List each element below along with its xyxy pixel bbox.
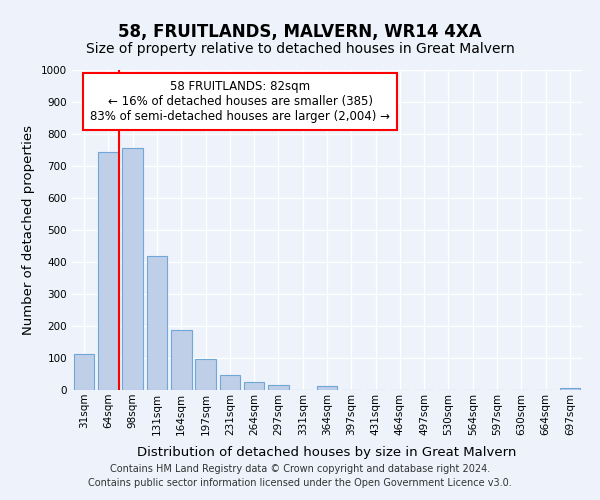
- Bar: [268, 385, 289, 390]
- Y-axis label: Number of detached properties: Number of detached properties: [22, 125, 35, 335]
- Bar: [146, 256, 167, 390]
- Text: 58, FRUITLANDS, MALVERN, WR14 4XA: 58, FRUITLANDS, MALVERN, WR14 4XA: [118, 22, 482, 40]
- X-axis label: Distribution of detached houses by size in Great Malvern: Distribution of detached houses by size …: [137, 446, 517, 459]
- Text: 58 FRUITLANDS: 82sqm
← 16% of detached houses are smaller (385)
83% of semi-deta: 58 FRUITLANDS: 82sqm ← 16% of detached h…: [91, 80, 391, 122]
- Bar: [244, 382, 265, 390]
- Text: Contains HM Land Registry data © Crown copyright and database right 2024.
Contai: Contains HM Land Registry data © Crown c…: [88, 464, 512, 487]
- Bar: [122, 148, 143, 390]
- Bar: [74, 354, 94, 390]
- Bar: [171, 330, 191, 390]
- Bar: [317, 386, 337, 390]
- Text: Size of property relative to detached houses in Great Malvern: Size of property relative to detached ho…: [86, 42, 514, 56]
- Bar: [220, 376, 240, 390]
- Bar: [195, 359, 216, 390]
- Bar: [98, 152, 119, 390]
- Bar: [560, 388, 580, 390]
